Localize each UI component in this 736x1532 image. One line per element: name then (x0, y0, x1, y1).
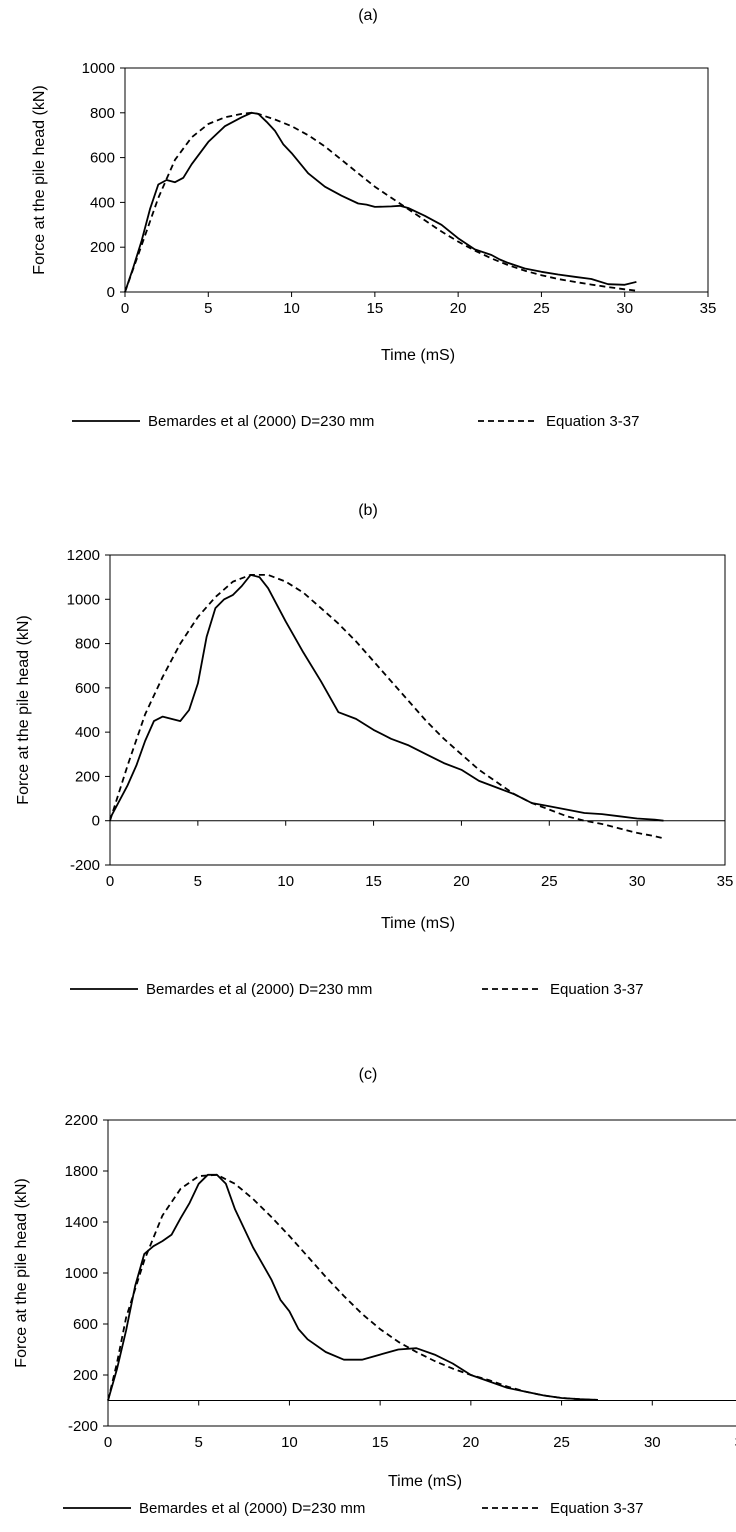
x-tick-label: 0 (104, 1434, 112, 1451)
y-tick-label: 800 (75, 636, 100, 653)
x-tick-label: 25 (553, 1434, 570, 1451)
x-tick-label: 0 (106, 873, 114, 890)
y-tick-label: 200 (75, 768, 100, 785)
y-axis-title: Force at the pile head (kN) (31, 85, 48, 274)
panel-label: (c) (359, 1066, 378, 1083)
legend-label-measured: Bemardes et al (2000) D=230 mm (139, 1500, 365, 1517)
y-tick-label: 800 (90, 105, 115, 122)
series-line-measured (124, 111, 637, 293)
y-tick-label: 2200 (65, 1112, 98, 1129)
series-line-equation (109, 574, 664, 840)
y-tick-label: 1000 (67, 591, 100, 608)
x-tick-label: 25 (541, 873, 558, 890)
y-tick-label: 600 (90, 150, 115, 167)
y-tick-label: -200 (70, 857, 100, 874)
x-tick-label: 5 (204, 300, 212, 317)
x-axis-title: Time (mS) (388, 1473, 462, 1490)
y-tick-label: -200 (68, 1418, 98, 1435)
legend-label-equation: Equation 3-37 (550, 1500, 643, 1517)
x-tick-label: 20 (453, 873, 470, 890)
y-tick-label: 600 (73, 1316, 98, 1333)
x-tick-label: 10 (281, 1434, 298, 1451)
x-axis-title: Time (mS) (381, 347, 455, 364)
y-tick-label: 1800 (65, 1163, 98, 1180)
y-axis-title: Force at the pile head (kN) (13, 1178, 30, 1367)
x-tick-label: 0 (121, 300, 129, 317)
x-tick-label: 35 (735, 1434, 736, 1451)
legend-label-equation: Equation 3-37 (546, 413, 639, 430)
panel-label: (b) (358, 502, 378, 519)
x-tick-label: 10 (283, 300, 300, 317)
y-tick-label: 1200 (67, 547, 100, 564)
y-tick-label: 0 (107, 284, 115, 301)
legend-label-measured: Bemardes et al (2000) D=230 mm (146, 981, 372, 998)
y-tick-label: 200 (90, 239, 115, 256)
chart-panel-2: (b) 0 5 10 15 20 25 30 35 -200 0 200 400 600 800 1000 12… (15, 502, 733, 998)
y-axis-title: Force at the pile head (kN) (15, 615, 32, 804)
x-tick-label: 5 (195, 1434, 203, 1451)
legend-label-equation: Equation 3-37 (550, 981, 643, 998)
y-tick-label: 1000 (82, 60, 115, 77)
y-tick-label: 600 (75, 680, 100, 697)
x-tick-label: 35 (717, 873, 734, 890)
x-tick-label: 20 (463, 1434, 480, 1451)
x-axis-title: Time (mS) (381, 915, 455, 932)
x-tick-label: 35 (700, 300, 717, 317)
x-tick-label: 30 (616, 300, 633, 317)
x-tick-label: 5 (194, 873, 202, 890)
y-tick-label: 200 (73, 1367, 98, 1384)
series-line-measured (109, 574, 664, 822)
y-tick-label: 400 (75, 724, 100, 741)
legend-label-measured: Bemardes et al (2000) D=230 mm (148, 413, 374, 430)
plot-area (124, 67, 709, 293)
y-tick-label: 1000 (65, 1265, 98, 1282)
y-tick-label: 0 (92, 813, 100, 830)
chart-panel-3: (c) 0 5 10 15 20 25 30 35 -200 200 600 1000 1400 1800 2… (13, 1066, 736, 1517)
series-line-measured (107, 1173, 598, 1401)
chart-panel-1: (a) 0 5 10 15 20 25 30 35 0 200 400 600 800 1000 Time (… (31, 7, 716, 430)
x-tick-label: 10 (277, 873, 294, 890)
plot-area (107, 1119, 736, 1427)
x-tick-label: 15 (367, 300, 384, 317)
x-tick-label: 30 (629, 873, 646, 890)
x-tick-label: 20 (450, 300, 467, 317)
x-tick-label: 25 (533, 300, 550, 317)
x-tick-label: 15 (365, 873, 382, 890)
series-line-equation (124, 111, 637, 293)
y-tick-label: 400 (90, 194, 115, 211)
y-tick-label: 1400 (65, 1214, 98, 1231)
panel-label: (a) (358, 7, 378, 24)
x-tick-label: 15 (372, 1434, 389, 1451)
x-tick-label: 30 (644, 1434, 661, 1451)
plot-area (109, 554, 726, 866)
series-line-equation (107, 1173, 598, 1401)
